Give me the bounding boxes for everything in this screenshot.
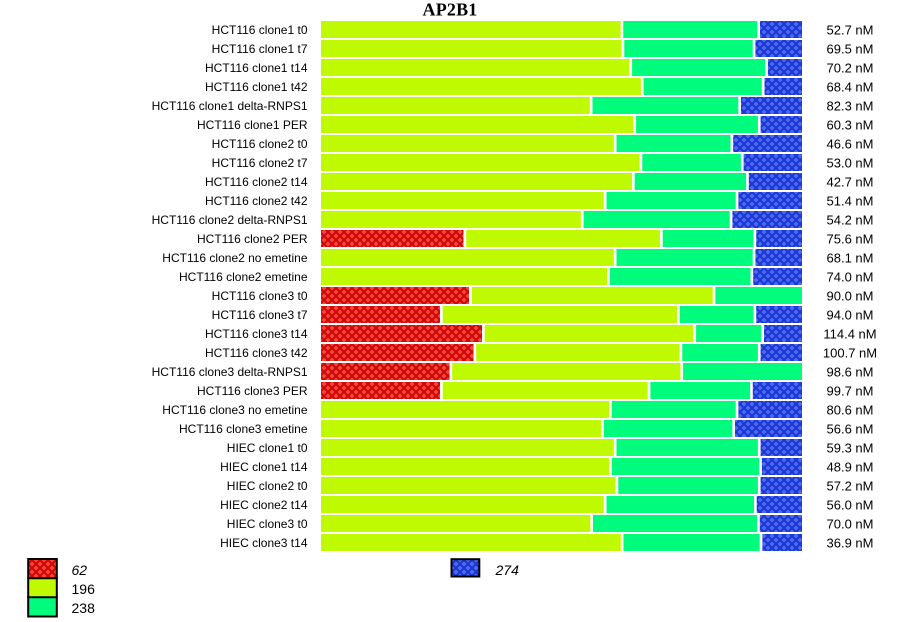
svg-text:70.0 nM: 70.0 nM	[827, 517, 874, 532]
svg-text:HIEC clone3 t14: HIEC clone3 t14	[220, 536, 308, 550]
svg-text:56.6 nM: 56.6 nM	[827, 422, 874, 437]
svg-text:HCT116 clone2 t14: HCT116 clone2 t14	[205, 175, 308, 189]
svg-text:HCT116 clone3 emetine: HCT116 clone3 emetine	[179, 422, 308, 436]
svg-text:HCT116 clone2 emetine: HCT116 clone2 emetine	[179, 270, 308, 284]
svg-text:70.2 nM: 70.2 nM	[827, 61, 874, 76]
svg-text:HCT116 clone3 PER: HCT116 clone3 PER	[197, 384, 308, 398]
svg-text:100.7 nM: 100.7 nM	[823, 346, 877, 361]
svg-text:238: 238	[72, 600, 96, 616]
svg-text:HCT116 clone1 PER: HCT116 clone1 PER	[197, 118, 308, 132]
svg-text:HIEC clone2 t0: HIEC clone2 t0	[227, 479, 308, 493]
svg-text:52.7 nM: 52.7 nM	[827, 23, 874, 38]
svg-text:82.3 nM: 82.3 nM	[827, 99, 874, 114]
svg-text:69.5 nM: 69.5 nM	[827, 42, 874, 57]
svg-text:94.0 nM: 94.0 nM	[827, 308, 874, 323]
svg-text:57.2 nM: 57.2 nM	[827, 479, 874, 494]
svg-text:59.3 nM: 59.3 nM	[827, 441, 874, 456]
svg-text:42.7 nM: 42.7 nM	[827, 175, 874, 190]
svg-text:HCT116 clone2 t7: HCT116 clone2 t7	[212, 156, 308, 170]
svg-text:HIEC clone3 t0: HIEC clone3 t0	[227, 517, 308, 531]
svg-text:HIEC clone1 t14: HIEC clone1 t14	[220, 460, 308, 474]
svg-text:68.1 nM: 68.1 nM	[827, 251, 874, 266]
svg-text:HCT116 clone1 t0: HCT116 clone1 t0	[212, 23, 308, 37]
svg-text:HCT116 clone2 no emetine: HCT116 clone2 no emetine	[162, 251, 308, 265]
svg-text:75.6 nM: 75.6 nM	[827, 232, 874, 247]
svg-text:98.6 nM: 98.6 nM	[827, 365, 874, 380]
svg-text:114.4 nM: 114.4 nM	[823, 327, 876, 342]
svg-text:68.4 nM: 68.4 nM	[827, 80, 874, 95]
svg-text:HCT116 clone3 t14: HCT116 clone3 t14	[205, 327, 308, 341]
svg-text:53.0 nM: 53.0 nM	[827, 156, 874, 171]
svg-text:74.0 nM: 74.0 nM	[827, 270, 874, 285]
svg-text:48.9 nM: 48.9 nM	[827, 460, 874, 475]
svg-text:HCT116 clone1 delta-RNPS1: HCT116 clone1 delta-RNPS1	[152, 99, 308, 113]
svg-text:HCT116 clone2 delta-RNPS1: HCT116 clone2 delta-RNPS1	[152, 213, 308, 227]
svg-text:51.4 nM: 51.4 nM	[827, 194, 874, 209]
svg-text:HCT116 clone3 t0: HCT116 clone3 t0	[212, 289, 308, 303]
svg-text:99.7 nM: 99.7 nM	[827, 384, 874, 399]
svg-text:36.9 nM: 36.9 nM	[827, 536, 874, 551]
svg-text:HCT116 clone1 t7: HCT116 clone1 t7	[212, 42, 308, 56]
svg-text:90.0 nM: 90.0 nM	[827, 289, 874, 304]
svg-text:HCT116 clone1 t14: HCT116 clone1 t14	[205, 61, 308, 75]
svg-text:HCT116 clone2 t42: HCT116 clone2 t42	[205, 194, 308, 208]
svg-text:HCT116 clone3 t7: HCT116 clone3 t7	[212, 308, 308, 322]
svg-text:60.3 nM: 60.3 nM	[827, 118, 874, 133]
svg-text:196: 196	[72, 581, 96, 597]
svg-text:HCT116 clone3 t42: HCT116 clone3 t42	[205, 346, 308, 360]
svg-text:56.0 nM: 56.0 nM	[827, 498, 874, 513]
svg-text:HIEC clone1 t0: HIEC clone1 t0	[227, 441, 308, 455]
svg-text:HCT116 clone2 PER: HCT116 clone2 PER	[197, 232, 308, 246]
svg-text:AP2B1: AP2B1	[423, 0, 478, 20]
svg-text:46.6 nM: 46.6 nM	[827, 137, 874, 152]
svg-text:HCT116 clone1 t42: HCT116 clone1 t42	[205, 80, 308, 94]
svg-text:54.2 nM: 54.2 nM	[827, 213, 874, 228]
svg-text:274: 274	[495, 562, 520, 578]
svg-text:HCT116 clone2 t0: HCT116 clone2 t0	[212, 137, 308, 151]
svg-text:HCT116 clone3 no emetine: HCT116 clone3 no emetine	[162, 403, 308, 417]
svg-text:HIEC clone2 t14: HIEC clone2 t14	[220, 498, 308, 512]
svg-text:HCT116 clone3 delta-RNPS1: HCT116 clone3 delta-RNPS1	[152, 365, 308, 379]
svg-text:62: 62	[72, 562, 88, 578]
svg-text:80.6 nM: 80.6 nM	[827, 403, 874, 418]
